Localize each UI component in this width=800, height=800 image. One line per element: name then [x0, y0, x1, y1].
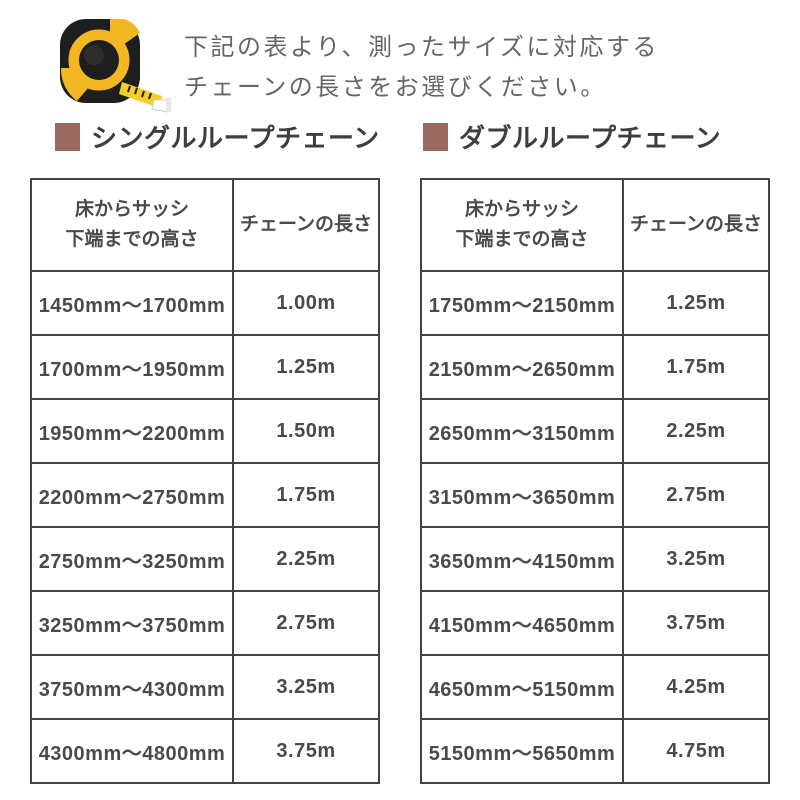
height-range-cell: 5150mm〜5650mm: [420, 718, 624, 784]
height-header-line1: 床からサッシ: [464, 199, 579, 220]
instruction-line-1: 下記の表より、測ったサイズに対応する: [184, 34, 659, 61]
height-header-line2: 下端までの高さ: [455, 229, 589, 250]
table-row: 1700mm〜1950mm 1.25m: [30, 334, 380, 400]
chain-length-cell: 3.25m: [232, 654, 380, 720]
chain-length-cell: 1.75m: [232, 462, 380, 528]
table-row: 4150mm〜4650mm 3.75m: [420, 590, 770, 656]
table-row: 2200mm〜2750mm 1.75m: [30, 462, 380, 528]
height-range-cell: 3750mm〜4300mm: [30, 654, 234, 720]
title-square-icon: [55, 122, 80, 151]
chain-length-cell: 1.75m: [622, 334, 770, 400]
length-column-header: チェーンの長さ: [232, 178, 380, 272]
chain-length-cell: 1.50m: [232, 398, 380, 464]
table-row: 3750mm〜4300mm 3.25m: [30, 654, 380, 720]
height-range-cell: 1950mm〜2200mm: [30, 398, 234, 464]
table-row: 3150mm〜3650mm 2.75m: [420, 462, 770, 528]
table-header-row: 床からサッシ 下端までの高さ チェーンの長さ: [30, 178, 380, 272]
table-row: 3650mm〜4150mm 3.25m: [420, 526, 770, 592]
height-column-header: 床からサッシ 下端までの高さ: [420, 178, 624, 272]
chain-length-cell: 2.75m: [622, 462, 770, 528]
chain-length-cell: 3.75m: [232, 718, 380, 784]
table-row: 3250mm〜3750mm 2.75m: [30, 590, 380, 656]
height-range-cell: 2650mm〜3150mm: [420, 398, 624, 464]
section-title-label: シングルループチェーン: [91, 123, 380, 153]
tape-measure-icon: [44, 16, 174, 116]
height-range-cell: 4300mm〜4800mm: [30, 718, 234, 784]
instruction-line-2: チェーンの長さをお選びください。: [184, 74, 607, 101]
length-column-header: チェーンの長さ: [622, 178, 770, 272]
table-row: 2650mm〜3150mm 2.25m: [420, 398, 770, 464]
double-loop-chain-table: 床からサッシ 下端までの高さ チェーンの長さ 1750mm〜2150mm 1.25…: [420, 178, 770, 784]
title-square-icon: [423, 122, 448, 151]
height-range-cell: 2750mm〜3250mm: [30, 526, 234, 592]
chain-length-cell: 2.25m: [622, 398, 770, 464]
section-title-label: ダブルループチェーン: [459, 123, 722, 153]
height-range-cell: 2150mm〜2650mm: [420, 334, 624, 400]
height-range-cell: 2200mm〜2750mm: [30, 462, 234, 528]
chain-length-cell: 3.25m: [622, 526, 770, 592]
chain-length-cell: 1.00m: [232, 270, 380, 336]
height-range-cell: 3250mm〜3750mm: [30, 590, 234, 656]
height-header-line1: 床からサッシ: [74, 199, 189, 220]
height-range-cell: 4150mm〜4650mm: [420, 590, 624, 656]
table-row: 2750mm〜3250mm 2.25m: [30, 526, 380, 592]
table-row: 4300mm〜4800mm 3.75m: [30, 718, 380, 784]
chain-length-cell: 1.25m: [232, 334, 380, 400]
table-row: 2150mm〜2650mm 1.75m: [420, 334, 770, 400]
height-range-cell: 1750mm〜2150mm: [420, 270, 624, 336]
chain-length-cell: 2.75m: [232, 590, 380, 656]
height-range-cell: 4650mm〜5150mm: [420, 654, 624, 720]
table-row: 5150mm〜5650mm 4.75m: [420, 718, 770, 784]
height-header-line2: 下端までの高さ: [65, 229, 199, 250]
chain-length-cell: 4.25m: [622, 654, 770, 720]
single-loop-chain-table: 床からサッシ 下端までの高さ チェーンの長さ 1450mm〜1700mm 1.00…: [30, 178, 380, 784]
height-range-cell: 1450mm〜1700mm: [30, 270, 234, 336]
table-row: 1450mm〜1700mm 1.00m: [30, 270, 380, 336]
section-title-double-loop: ダブルループチェーン: [423, 118, 721, 155]
chain-length-cell: 3.75m: [622, 590, 770, 656]
height-range-cell: 3650mm〜4150mm: [420, 526, 624, 592]
height-column-header: 床からサッシ 下端までの高さ: [30, 178, 234, 272]
chain-length-cell: 1.25m: [622, 270, 770, 336]
section-title-single-loop: シングルループチェーン: [55, 118, 380, 155]
table-header-row: 床からサッシ 下端までの高さ チェーンの長さ: [420, 178, 770, 272]
table-row: 1950mm〜2200mm 1.50m: [30, 398, 380, 464]
chain-length-cell: 2.25m: [232, 526, 380, 592]
instruction-text: 下記の表より、測ったサイズに対応する チェーンの長さをお選びください。: [184, 28, 659, 108]
table-row: 1750mm〜2150mm 1.25m: [420, 270, 770, 336]
chain-length-cell: 4.75m: [622, 718, 770, 784]
height-range-cell: 3150mm〜3650mm: [420, 462, 624, 528]
height-range-cell: 1700mm〜1950mm: [30, 334, 234, 400]
table-row: 4650mm〜5150mm 4.25m: [420, 654, 770, 720]
